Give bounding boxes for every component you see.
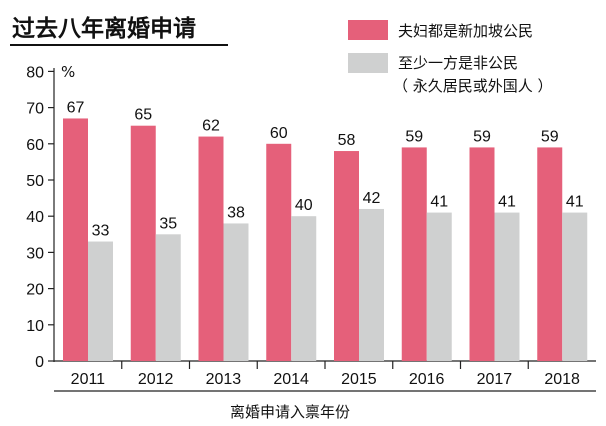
- bar-series-1-2018: [537, 147, 563, 361]
- bar-series-2-2015: [359, 208, 384, 361]
- bar-series-1-2013: [198, 136, 224, 361]
- bar-series-2-2012: [155, 234, 181, 361]
- legend-swatch-series-2: [348, 53, 388, 73]
- y-tick-label: 70: [26, 101, 44, 118]
- bar-series-2-2013: [223, 223, 249, 361]
- data-label: 38: [227, 204, 245, 221]
- legend-swatch-series-1: [348, 20, 388, 40]
- data-label: 41: [430, 194, 448, 211]
- x-tick-label: 2015: [341, 371, 377, 388]
- x-ticks: 2011 2012 2013 2014 2015 2016 2017 2018: [71, 361, 580, 388]
- legend: 夫妇都是新加坡公民 至少一方是非公民 （ 永久居民或外国人 ）: [348, 20, 553, 95]
- y-tick-label: 80: [26, 64, 44, 81]
- bar-series-1-2015: [334, 151, 359, 361]
- bars: 67 65 62 60 58 59 59 59 33 35 38 40 42 41 41 41: [63, 99, 588, 362]
- bar-series-2-2014: [291, 216, 317, 361]
- data-label: 40: [295, 197, 313, 214]
- bar-series-2-2016: [426, 212, 452, 361]
- y-tick-label: 40: [26, 209, 44, 226]
- x-tick-label: 2016: [409, 371, 445, 388]
- x-tick-label: 2017: [477, 371, 513, 388]
- data-label: 35: [159, 215, 177, 232]
- y-ticks: 0 10 20 30 40 50 60 70 80: [26, 64, 54, 371]
- y-axis-unit: %: [61, 63, 75, 81]
- y-tick-label: 20: [26, 282, 44, 299]
- legend-label-series-1: 夫妇都是新加坡公民: [398, 22, 533, 40]
- bar-series-1-2012: [130, 125, 156, 361]
- bar-series-2-2017: [494, 212, 520, 361]
- data-label: 33: [92, 223, 110, 240]
- y-tick-label: 30: [26, 245, 44, 262]
- x-tick-label: 2011: [71, 371, 106, 388]
- bar-series-1-2016: [401, 147, 427, 361]
- x-tick-label: 2018: [544, 371, 580, 388]
- x-tick-label: 2012: [138, 371, 174, 388]
- chart-title: 过去八年离婚申请: [12, 15, 196, 42]
- data-label: 41: [566, 194, 584, 211]
- data-label: 41: [498, 194, 516, 211]
- y-tick-label: 60: [26, 137, 44, 154]
- y-tick-label: 0: [35, 354, 44, 371]
- data-label: 59: [541, 128, 559, 145]
- x-tick-label: 2013: [206, 371, 242, 388]
- legend-label-series-2: 至少一方是非公民: [398, 54, 518, 72]
- bar-series-2-2011: [88, 241, 113, 361]
- data-label: 59: [405, 128, 423, 145]
- y-tick-label: 50: [26, 173, 44, 190]
- data-label: 67: [67, 99, 85, 116]
- y-tick-label: 10: [26, 318, 44, 335]
- data-label: 42: [363, 190, 381, 207]
- data-label: 58: [338, 132, 356, 149]
- data-label: 60: [270, 125, 288, 142]
- data-label: 62: [202, 118, 220, 135]
- x-tick-label: 2014: [273, 371, 309, 388]
- x-axis-label: 离婚申请入禀年份: [230, 403, 350, 421]
- data-label: 65: [134, 107, 152, 124]
- bar-series-1-2017: [469, 147, 495, 361]
- bar-series-1-2014: [266, 143, 292, 361]
- bar-series-1-2011: [63, 118, 88, 362]
- bar-series-2-2018: [562, 212, 588, 361]
- data-label: 59: [473, 128, 491, 145]
- legend-note: （ 永久居民或外国人 ）: [393, 77, 553, 95]
